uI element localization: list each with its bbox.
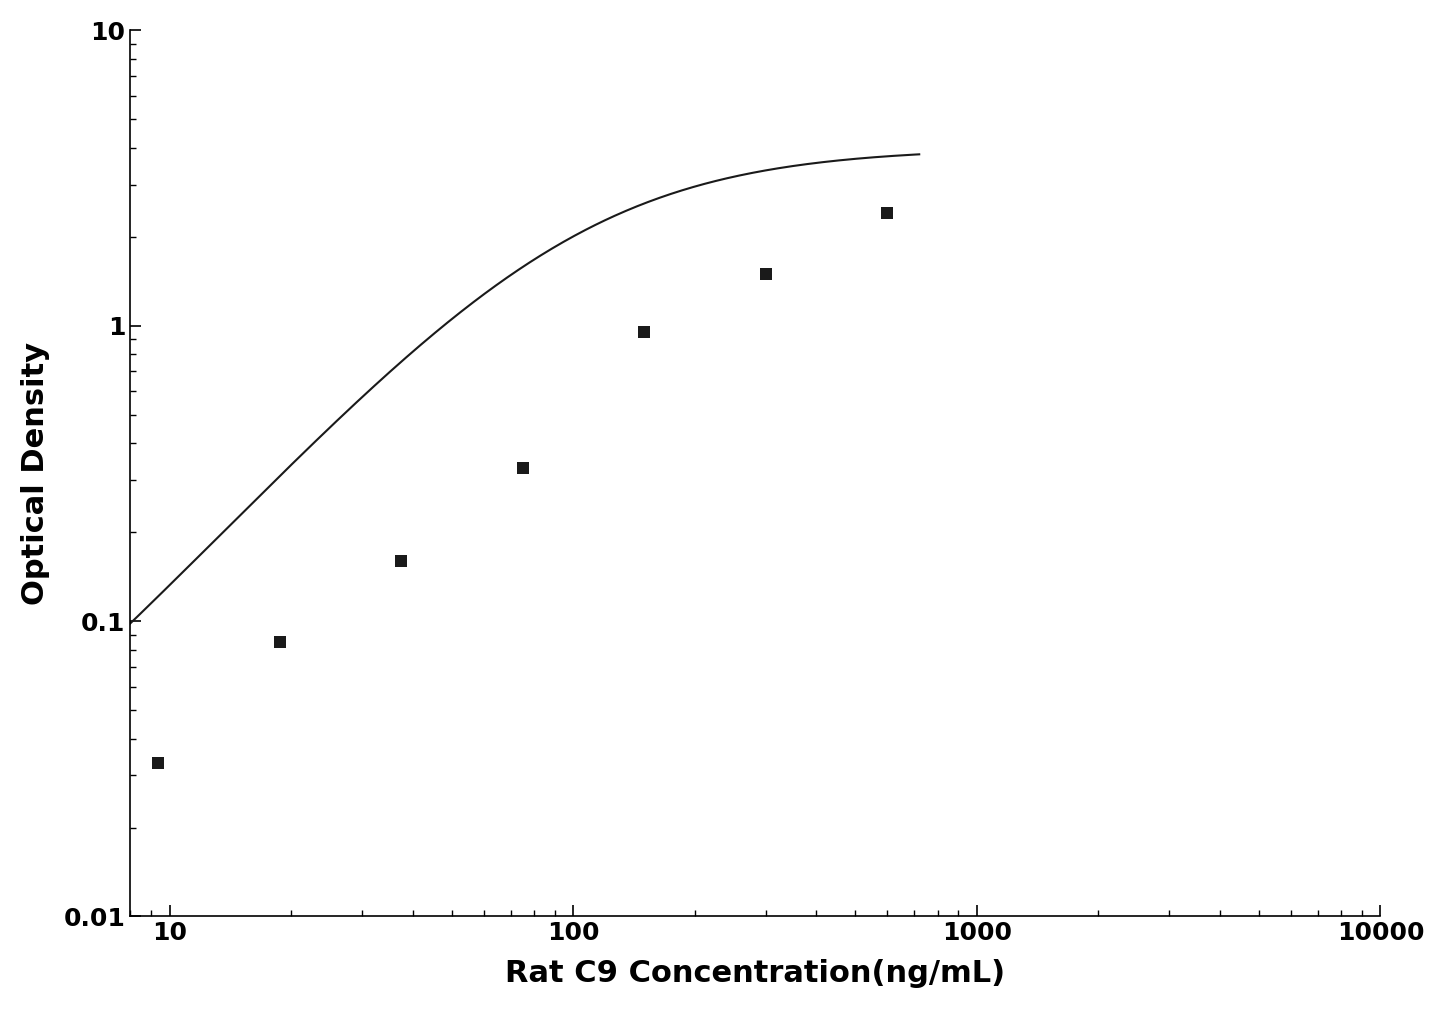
Point	[754, 265, 777, 282]
Point	[876, 205, 899, 221]
Y-axis label: Optical Density: Optical Density	[20, 342, 49, 605]
Point	[512, 460, 535, 476]
X-axis label: Rat C9 Concentration(ng/mL): Rat C9 Concentration(ng/mL)	[506, 960, 1006, 988]
Point	[147, 755, 171, 771]
Point	[633, 324, 656, 340]
Point	[269, 634, 292, 650]
Point	[390, 553, 413, 569]
